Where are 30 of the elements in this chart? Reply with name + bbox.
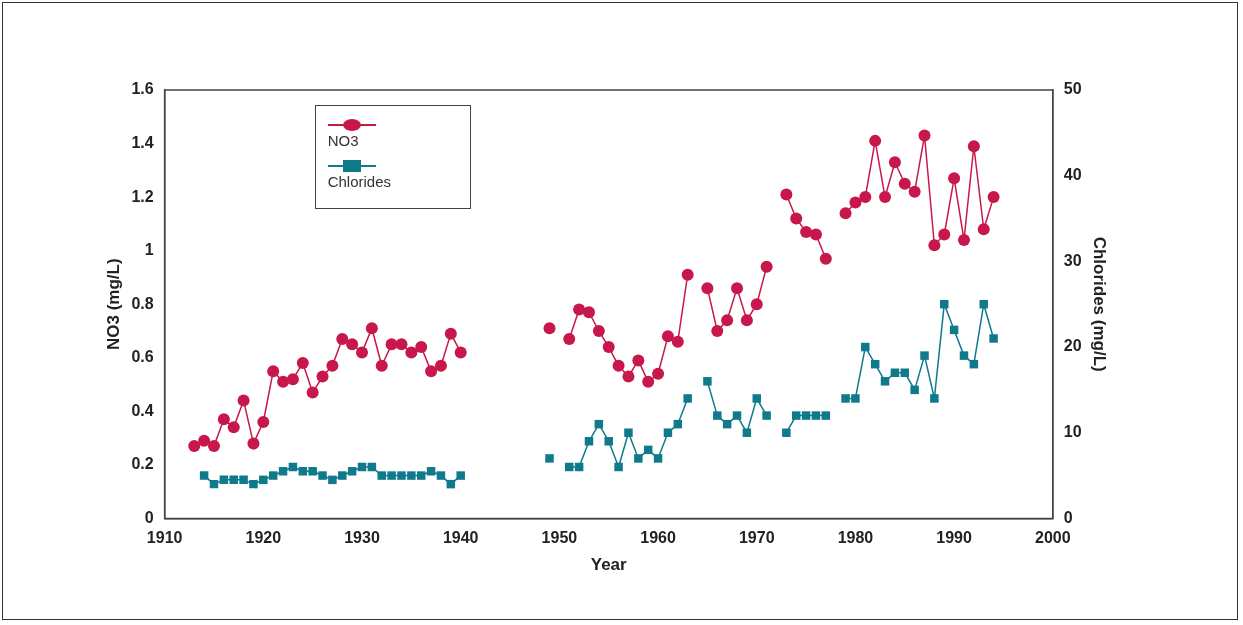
x-tick-label: 1950	[541, 529, 578, 547]
x-tick-label: 1990	[936, 529, 973, 547]
y-tick-label: 0	[144, 508, 154, 526]
y2-tick-label: 40	[1063, 166, 1082, 184]
y-axis-title: NO3 (mg/L)	[103, 258, 123, 350]
y-tick-label: 1	[144, 241, 154, 259]
legend-label: NO3	[327, 132, 360, 149]
x-tick-label: 1930	[344, 529, 380, 547]
y2-tick-label: 20	[1063, 337, 1082, 355]
x-tick-label: 1910	[146, 529, 183, 547]
y-tick-label: 1.4	[131, 133, 154, 151]
y2-tick-label: 30	[1063, 251, 1082, 269]
y-tick-label: 1.6	[131, 80, 154, 98]
x-tick-label: 2000	[1035, 529, 1071, 547]
x-tick-label: 1940	[442, 529, 479, 547]
x-tick-label: 1920	[245, 529, 282, 547]
y-tick-label: 0.2	[131, 455, 154, 473]
y2-tick-label: 0	[1063, 508, 1073, 526]
y2-axis-title: Chlorides (mg/L)	[1090, 236, 1110, 372]
y-tick-label: 0.6	[131, 348, 154, 366]
y-tick-label: 1.2	[131, 187, 154, 205]
x-tick-label: 1970	[738, 529, 775, 547]
legend-label: Chlorides	[327, 173, 392, 190]
y2-tick-label: 10	[1063, 423, 1082, 441]
x-tick-label: 1960	[640, 529, 676, 547]
y2-tick-label: 50	[1063, 80, 1082, 98]
y-tick-label: 0.4	[131, 401, 154, 419]
x-tick-label: 1980	[837, 529, 874, 547]
y-tick-label: 0.8	[131, 294, 154, 312]
x-axis-title: Year	[590, 555, 628, 575]
